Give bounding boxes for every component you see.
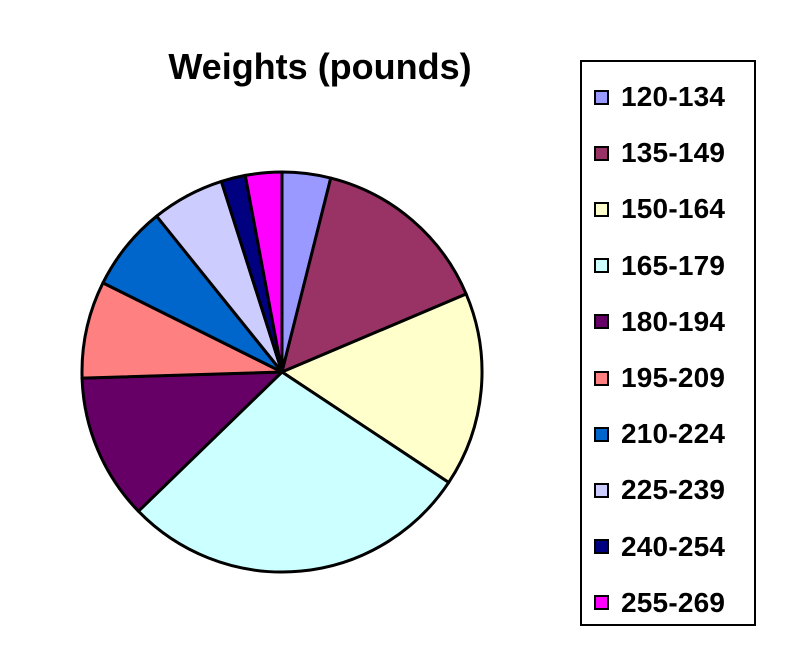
pie-slice-180-194 [80, 370, 284, 513]
legend-item: 180-194 [594, 305, 725, 339]
pie-slice-195-209 [80, 281, 284, 380]
legend-swatch [594, 201, 609, 217]
legend-swatch [594, 539, 609, 555]
legend-swatch [594, 595, 609, 611]
pie-slice-135-149 [280, 176, 468, 374]
pie-slice-150-164 [280, 292, 484, 484]
legend-swatch [594, 482, 609, 498]
legend-swatch [594, 314, 609, 330]
legend-label: 135-149 [621, 137, 726, 169]
legend-item: 135-149 [594, 136, 725, 170]
legend-item: 195-209 [594, 361, 725, 395]
legend-label: 180-194 [621, 305, 726, 337]
legend-swatch [594, 258, 609, 274]
legend-item: 150-164 [594, 192, 725, 226]
legend-swatch [594, 426, 609, 442]
legend-item: 240-254 [594, 530, 725, 564]
legend-swatch [594, 89, 609, 105]
legend-item: 120-134 [594, 80, 725, 114]
legend-label: 195-209 [621, 362, 726, 393]
legend-item: 165-179 [594, 249, 725, 283]
chart-title: Weights (pounds) [168, 46, 472, 87]
legend-label: 255-269 [621, 586, 726, 618]
legend-label: 165-179 [621, 249, 726, 281]
legend-swatch [594, 145, 609, 161]
legend-item: 210-224 [594, 417, 725, 451]
legend-item: 225-239 [594, 473, 725, 507]
pie-slice-165-179 [136, 370, 451, 574]
legend-item: 255-269 [594, 586, 725, 620]
legend-label: 210-224 [621, 418, 726, 450]
legend-label: 225-239 [621, 474, 726, 506]
legend-label: 150-164 [621, 193, 726, 225]
pie-slice-255-269 [243, 170, 284, 374]
legend-label: 240-254 [621, 530, 726, 562]
legend-label: 120-134 [621, 81, 726, 112]
legend: 120-134 135-149 150-164 165-179 180-194 195-2… [580, 60, 756, 626]
legend-swatch [594, 370, 609, 386]
